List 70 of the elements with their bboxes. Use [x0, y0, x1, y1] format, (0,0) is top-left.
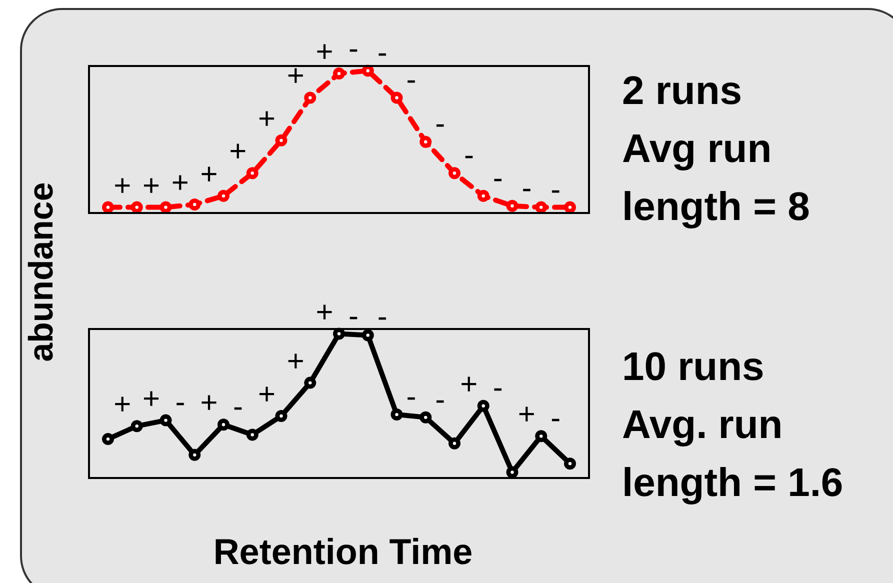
point: [188, 448, 201, 461]
point: [420, 136, 432, 148]
annotation: +: [286, 60, 304, 93]
text: -: [377, 300, 388, 334]
point: [420, 411, 432, 424]
text: 10 runs: [622, 344, 766, 391]
annotation: +: [171, 166, 189, 200]
point: [130, 420, 143, 432]
annotation: -: [522, 172, 532, 205]
annotation: -: [175, 386, 186, 420]
y-axis-title: abundance: [22, 182, 62, 362]
annotation: +: [460, 368, 478, 401]
annotation: -: [550, 402, 561, 435]
text: Avg. run: [622, 402, 784, 449]
point: [304, 376, 316, 389]
annotation: +: [258, 102, 276, 136]
point: [362, 329, 374, 342]
annotation: -: [492, 371, 503, 404]
text: length = 1.6: [622, 460, 844, 507]
text: +: [316, 296, 334, 329]
point: [564, 458, 576, 470]
annotation: -: [435, 108, 446, 141]
point: [390, 92, 403, 104]
point: [535, 430, 548, 442]
annotation: -: [492, 162, 503, 195]
point: [102, 433, 114, 446]
point: [102, 201, 114, 214]
point: [246, 167, 258, 180]
annotation: +: [142, 382, 160, 416]
text: length = 8: [622, 184, 810, 231]
point: [304, 92, 316, 104]
point: [160, 414, 172, 426]
point: [448, 167, 460, 180]
annotation: -: [435, 383, 446, 416]
text: Avg run: [622, 126, 773, 173]
point: [246, 428, 258, 441]
point: [188, 198, 201, 210]
point: [275, 410, 288, 422]
point: [564, 201, 576, 214]
text: 2 runs: [622, 68, 744, 115]
annotation: -: [406, 63, 416, 96]
point: [448, 437, 460, 450]
annotation: +: [142, 169, 160, 202]
point: [275, 134, 288, 146]
point: [477, 190, 490, 202]
text: -: [348, 32, 358, 66]
annotation: -: [464, 139, 474, 172]
annotation: +: [114, 169, 132, 202]
text: -: [377, 36, 388, 70]
annotation: +: [200, 158, 218, 191]
point: [535, 201, 548, 214]
annotation: +: [286, 344, 304, 378]
x-axis-title: Retention Time: [213, 531, 473, 573]
annotation: -: [550, 173, 561, 206]
annotation: -: [232, 390, 243, 424]
annotation: +: [258, 378, 276, 411]
point: [477, 400, 490, 412]
point: [333, 68, 345, 80]
point: [130, 201, 143, 214]
annotation: +: [518, 398, 536, 432]
point: [390, 408, 403, 421]
point: [218, 418, 230, 431]
text: +: [316, 36, 334, 69]
annotation: +: [200, 386, 218, 420]
annotation: +: [114, 388, 132, 422]
text: -: [348, 300, 358, 333]
annotation: +: [229, 135, 247, 168]
annotation: -: [406, 380, 416, 414]
point: [218, 190, 230, 202]
point: [506, 200, 518, 212]
